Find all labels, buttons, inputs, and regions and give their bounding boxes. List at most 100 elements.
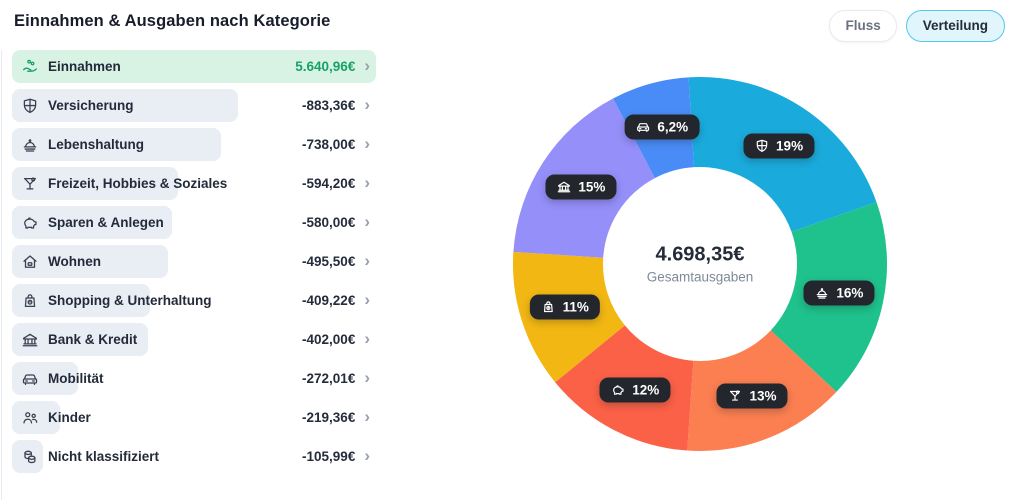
bank-icon [556, 179, 571, 194]
category-value: -272,01€ [302, 371, 356, 386]
slice-label: 15% [545, 174, 617, 200]
category-label: Bank & Kredit [48, 332, 138, 347]
category-content: Wohnen [12, 253, 302, 271]
slice-percent: 19% [776, 138, 804, 154]
chevron-right-icon[interactable]: › [364, 134, 370, 153]
category-right: -272,01€ › [302, 368, 376, 387]
category-value: -402,00€ [302, 332, 356, 347]
fluss-button[interactable]: Fluss [829, 10, 897, 42]
category-value: -594,20€ [302, 176, 356, 191]
pot-icon [814, 286, 829, 301]
category-right: -883,36€ › [302, 95, 376, 114]
chevron-right-icon[interactable]: › [364, 251, 370, 270]
category-label: Wohnen [48, 254, 101, 269]
category-row[interactable]: Wohnen -495,50€ › [12, 245, 376, 278]
category-right: -402,00€ › [302, 329, 376, 348]
category-label: Freizeit, Hobbies & Soziales [48, 176, 228, 191]
piggy-bank-icon [610, 383, 625, 398]
category-row[interactable]: Einnahmen 5.640,96€ › [12, 50, 376, 83]
chevron-right-icon[interactable]: › [364, 212, 370, 231]
category-content: Mobilität [12, 370, 302, 388]
left-divider [1, 50, 2, 500]
chevron-right-icon[interactable]: › [364, 173, 370, 192]
people-icon [21, 409, 39, 427]
category-label: Versicherung [48, 98, 134, 113]
category-row[interactable]: Bank & Kredit -402,00€ › [12, 323, 376, 356]
page-title: Einnahmen & Ausgaben nach Kategorie [14, 12, 331, 30]
category-content: Versicherung [12, 97, 302, 115]
category-label: Einnahmen [48, 59, 121, 74]
category-content: Sparen & Anlegen [12, 214, 302, 232]
car-icon [21, 370, 39, 388]
category-content: Nicht klassifiziert [12, 448, 302, 466]
category-right: -409,22€ › [302, 290, 376, 309]
category-content: Shopping & Unterhaltung [12, 292, 302, 310]
category-row[interactable]: Kinder -219,36€ › [12, 401, 376, 434]
shopping-bag-icon [541, 300, 556, 315]
category-row[interactable]: Lebenshaltung -738,00€ › [12, 128, 376, 161]
category-bar [12, 284, 150, 317]
category-row[interactable]: Mobilität -272,01€ › [12, 362, 376, 395]
slice-label: 16% [803, 280, 875, 306]
slice-label: 11% [529, 294, 600, 320]
category-content: Freizeit, Hobbies & Soziales [12, 175, 302, 193]
category-value: -580,00€ [302, 215, 356, 230]
hand-coins-icon [21, 58, 39, 76]
pot-icon [21, 136, 39, 154]
category-right: 5.640,96€ › [295, 56, 376, 75]
chevron-right-icon[interactable]: › [364, 56, 370, 75]
category-bar [12, 128, 221, 161]
category-label: Mobilität [48, 371, 104, 386]
category-value: -105,99€ [302, 449, 356, 464]
chevron-right-icon[interactable]: › [364, 290, 370, 309]
slice-label: 19% [743, 133, 815, 159]
bank-icon [21, 331, 39, 349]
category-row[interactable]: Freizeit, Hobbies & Soziales -594,20€ › [12, 167, 376, 200]
category-value: 5.640,96€ [295, 59, 356, 74]
category-bar [12, 401, 60, 434]
category-bar [12, 50, 376, 83]
category-label: Lebenshaltung [48, 137, 145, 152]
category-label: Sparen & Anlegen [48, 215, 164, 230]
slice-label: 13% [716, 383, 788, 409]
category-bar [12, 362, 78, 395]
category-label: Nicht klassifiziert [48, 449, 160, 464]
category-right: -594,20€ › [302, 173, 376, 192]
chevron-right-icon[interactable]: › [364, 368, 370, 387]
total-expenses-value: 4.698,35€ [655, 243, 745, 266]
slice-percent: 6,2% [657, 119, 689, 135]
verteilung-button[interactable]: Verteilung [905, 10, 1005, 42]
chevron-right-icon[interactable]: › [364, 407, 370, 426]
chevron-right-icon[interactable]: › [364, 95, 370, 114]
cocktail-icon [21, 175, 39, 193]
donut-chart: 4.698,35€ Gesamtausgaben 19% 16% 13% 12% 11%… [500, 64, 900, 464]
coins-icon [21, 448, 39, 466]
category-content: Bank & Kredit [12, 331, 302, 349]
chevron-right-icon[interactable]: › [364, 329, 370, 348]
category-value: -409,22€ [302, 293, 356, 308]
category-bar [12, 206, 172, 239]
slice-label: 12% [599, 377, 671, 403]
slice-percent: 15% [578, 179, 606, 195]
category-row[interactable]: Versicherung -883,36€ › [12, 89, 376, 122]
category-row[interactable]: Sparen & Anlegen -580,00€ › [12, 206, 376, 239]
car-icon [635, 120, 650, 135]
category-row[interactable]: Nicht klassifiziert -105,99€ › [12, 440, 376, 473]
category-right: -219,36€ › [302, 407, 376, 426]
shield-icon [754, 138, 769, 153]
category-content: Lebenshaltung [12, 136, 302, 154]
category-content: Einnahmen [12, 58, 295, 76]
slice-label: 6,2% [624, 114, 700, 140]
category-list: Einnahmen 5.640,96€ › Versicherung -883,36€ ›… [12, 50, 376, 479]
category-label: Kinder [48, 410, 91, 425]
category-value: -495,50€ [302, 254, 356, 269]
slice-percent: 16% [836, 285, 864, 301]
category-bar [12, 89, 238, 122]
house-icon [21, 253, 39, 271]
category-row[interactable]: Shopping & Unterhaltung -409,22€ › [12, 284, 376, 317]
slice-percent: 13% [749, 388, 777, 404]
category-bar [12, 167, 178, 200]
chevron-right-icon[interactable]: › [364, 446, 370, 465]
view-toggle: Fluss Verteilung [829, 10, 1005, 42]
